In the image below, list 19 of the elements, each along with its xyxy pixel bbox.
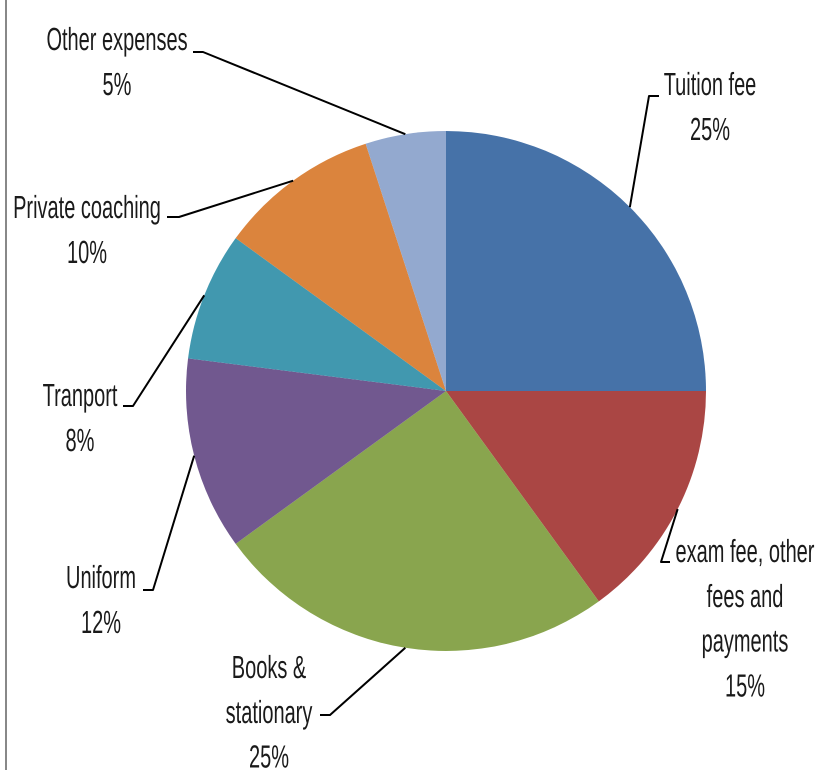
slice-label: Tranport: [42, 377, 118, 414]
slice-label: exam fee, other fees and payments: [676, 533, 815, 659]
data-label: 12%: [80, 604, 122, 640]
slice-label: Private coaching: [13, 189, 161, 226]
data-label: 8%: [66, 422, 94, 458]
data-label: 25%: [690, 111, 730, 147]
data-label: 15%: [724, 668, 766, 704]
data-label: 25%: [248, 738, 290, 770]
slice-label: Books & stationary: [226, 649, 313, 730]
slice-label: Other expenses: [46, 21, 188, 58]
data-label: 5%: [102, 66, 132, 102]
pie-slice: [188, 238, 446, 391]
slice-label: Uniform: [66, 559, 136, 596]
pie-slice: [366, 131, 446, 391]
pie-slice: [186, 358, 446, 544]
pie-slice: [236, 391, 599, 651]
pie-slice: [236, 144, 446, 391]
slice-label: Tuition fee: [664, 66, 756, 102]
data-label: 10%: [66, 234, 108, 270]
